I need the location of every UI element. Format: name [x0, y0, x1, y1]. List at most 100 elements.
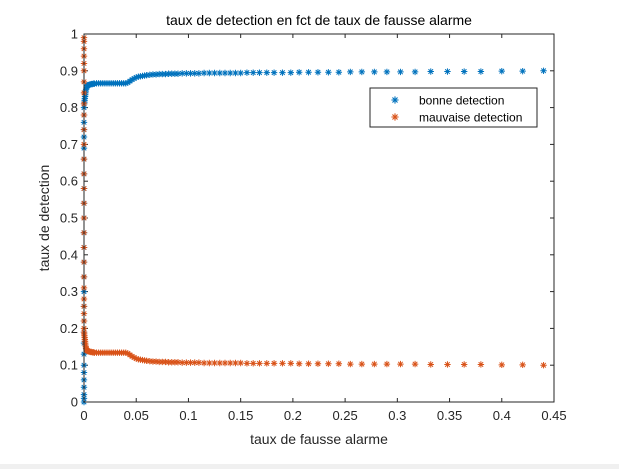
data-point — [227, 69, 234, 77]
data-point — [237, 69, 244, 77]
data-point — [335, 360, 343, 367]
legend: bonne detection mauvaise detection — [369, 87, 538, 128]
data-point — [133, 355, 140, 362]
data-point — [237, 359, 244, 367]
data-point — [206, 69, 213, 77]
data-point — [82, 86, 90, 93]
x-tick-label: 0.35 — [437, 408, 462, 423]
data-point — [206, 359, 213, 367]
legend-entry: mauvaise detection — [419, 111, 522, 125]
data-point — [263, 360, 270, 367]
legend-entry: bonne detection — [419, 94, 504, 108]
data-point — [314, 360, 322, 367]
x-tick-label: 0.15 — [228, 408, 253, 423]
data-point — [211, 359, 218, 367]
x-tick-label: 0.25 — [332, 408, 357, 423]
data-point — [335, 69, 343, 76]
y-tick-label: 0.8 — [60, 100, 78, 115]
data-point — [444, 68, 451, 75]
data-point — [295, 69, 303, 76]
data-point — [411, 360, 419, 368]
data-point — [397, 360, 404, 368]
data-point — [187, 359, 194, 366]
data-point — [250, 360, 257, 367]
y-tick-label: 0.2 — [60, 321, 78, 336]
data-point — [183, 359, 190, 366]
y-tick-label: 0 — [71, 395, 78, 410]
y-tick-label: 0.3 — [60, 284, 78, 299]
y-tick-label: 0.6 — [60, 174, 78, 189]
data-point — [187, 70, 194, 77]
y-tick-label: 0.4 — [60, 247, 78, 262]
data-point — [347, 360, 354, 368]
axes-box — [83, 33, 555, 403]
data-point — [122, 80, 129, 87]
data-point — [221, 69, 229, 77]
data-point — [540, 67, 547, 74]
data-point — [174, 359, 182, 366]
data-point — [519, 67, 526, 75]
legend-marker — [391, 96, 399, 104]
data-point — [305, 69, 312, 76]
data-point — [122, 349, 129, 356]
data-point — [195, 70, 203, 77]
data-point — [477, 361, 485, 368]
data-point — [178, 359, 186, 366]
y-tick-label: 1 — [71, 27, 78, 42]
data-point — [256, 360, 263, 367]
data-point — [128, 76, 136, 83]
data-point — [270, 360, 278, 367]
data-point — [216, 359, 223, 367]
data-point — [411, 68, 419, 76]
data-point — [174, 70, 182, 77]
data-point — [325, 360, 332, 367]
data-point — [295, 360, 303, 367]
x-axis-label: taux de fausse alarme — [250, 431, 388, 447]
data-point — [195, 359, 203, 366]
data-point — [383, 360, 391, 368]
y-axis-label: taux de detection — [36, 165, 52, 272]
data-point — [347, 68, 354, 76]
data-point — [183, 70, 190, 77]
data-point — [232, 69, 239, 77]
x-tick-label: 0.1 — [179, 408, 197, 423]
legend-box — [369, 87, 538, 128]
x-tick-labels: 0 0.05 0.1 0.15 0.2 0.25 0.3 0.35 0.4 0.45 — [80, 408, 566, 423]
data-point — [279, 360, 286, 367]
data-point — [540, 362, 547, 369]
data-point — [287, 360, 294, 367]
data-point — [243, 69, 251, 76]
data-point — [279, 69, 286, 76]
data-point — [200, 359, 208, 367]
x-tick-label: 0.05 — [124, 408, 149, 423]
data-point — [221, 359, 229, 367]
data-point — [130, 354, 138, 361]
y-tick-labels: 0 0.1 0.2 0.3 0.4 0.5 0.6 0.7 0.8 0.9 1 — [60, 27, 78, 410]
data-point — [128, 353, 136, 360]
x-tick-label: 0.4 — [493, 408, 511, 423]
data-point — [371, 68, 378, 76]
data-point — [211, 69, 218, 77]
data-point — [358, 360, 366, 368]
data-point — [371, 360, 378, 368]
data-point — [325, 69, 332, 76]
data-point — [243, 360, 251, 367]
y-tick-label: 0.9 — [60, 63, 78, 78]
data-point — [191, 359, 198, 366]
data-point — [498, 361, 505, 369]
data-point — [216, 69, 223, 77]
data-point — [287, 69, 294, 76]
y-tick-label: 0.5 — [60, 211, 78, 226]
data-point — [498, 67, 505, 75]
data-point — [256, 69, 263, 76]
x-tick-label: 0.3 — [388, 408, 406, 423]
data-point — [227, 359, 234, 367]
data-point — [133, 74, 140, 81]
data-point — [250, 69, 257, 76]
data-point — [263, 69, 270, 76]
data-point — [383, 68, 391, 76]
data-point — [314, 69, 322, 76]
data-point — [427, 361, 434, 368]
